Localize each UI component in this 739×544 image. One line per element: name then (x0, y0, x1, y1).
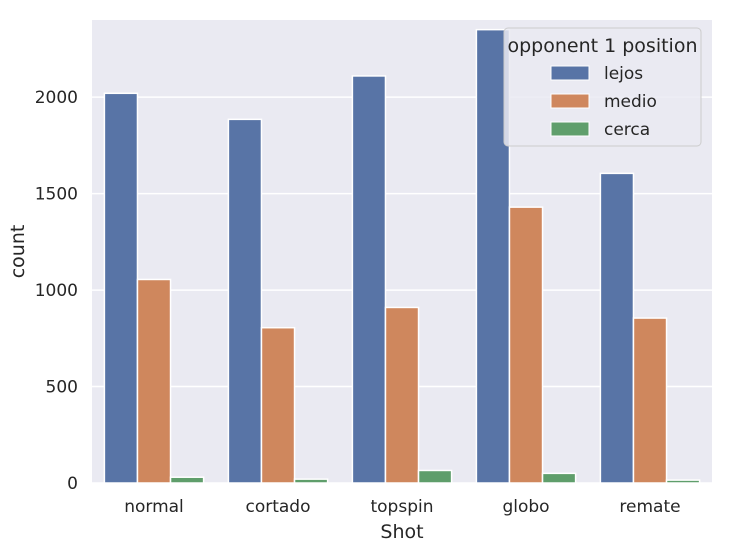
bar-medio-normal (136, 278, 172, 484)
y-tick-label: 1500 (35, 185, 78, 205)
legend-items: lejos medio cerca (550, 64, 657, 140)
bar-medio-cortado (260, 326, 296, 484)
x-tick-label: normal (124, 497, 184, 517)
x-axis-label: Shot (380, 521, 423, 543)
legend-swatch-medio (550, 93, 590, 109)
y-tick-label: 1000 (35, 281, 78, 301)
x-axis-ticks: normal cortado topspin globo remate (124, 497, 680, 517)
bar-cerca-normal (169, 476, 205, 484)
y-axis-label: count (7, 225, 29, 279)
legend-label-medio: medio (604, 92, 657, 112)
bar-lejos-normal (103, 92, 139, 484)
bar-cerca-cortado (293, 478, 329, 484)
x-tick-label: topspin (370, 497, 433, 517)
y-tick-label: 2000 (35, 88, 78, 108)
bar-medio-globo (508, 206, 544, 484)
bar-lejos-remate (599, 172, 635, 484)
bar-medio-remate (632, 317, 668, 484)
x-tick-label: cortado (245, 497, 310, 517)
bars (103, 28, 701, 484)
legend-label-cerca: cerca (604, 120, 650, 140)
x-tick-label: remate (619, 497, 680, 517)
y-tick-label: 0 (67, 474, 78, 494)
legend-swatch-cerca (550, 121, 590, 137)
legend-swatch-lejos (550, 65, 590, 81)
bar-cerca-remate (665, 479, 701, 484)
y-axis-ticks: 0 500 1000 1500 2000 (35, 88, 78, 494)
bar-lejos-topspin (351, 75, 387, 484)
legend-label-lejos: lejos (604, 64, 643, 84)
legend-title: opponent 1 position (507, 35, 697, 57)
legend-box (503, 27, 702, 147)
legend: opponent 1 position lejos medio cerca (503, 27, 702, 147)
bar-cerca-topspin (417, 469, 453, 484)
x-tick-label: globo (502, 497, 549, 517)
bar-lejos-cortado (227, 118, 263, 484)
y-tick-label: 500 (46, 378, 78, 398)
bar-cerca-globo (541, 472, 577, 484)
bar-medio-topspin (384, 306, 420, 484)
